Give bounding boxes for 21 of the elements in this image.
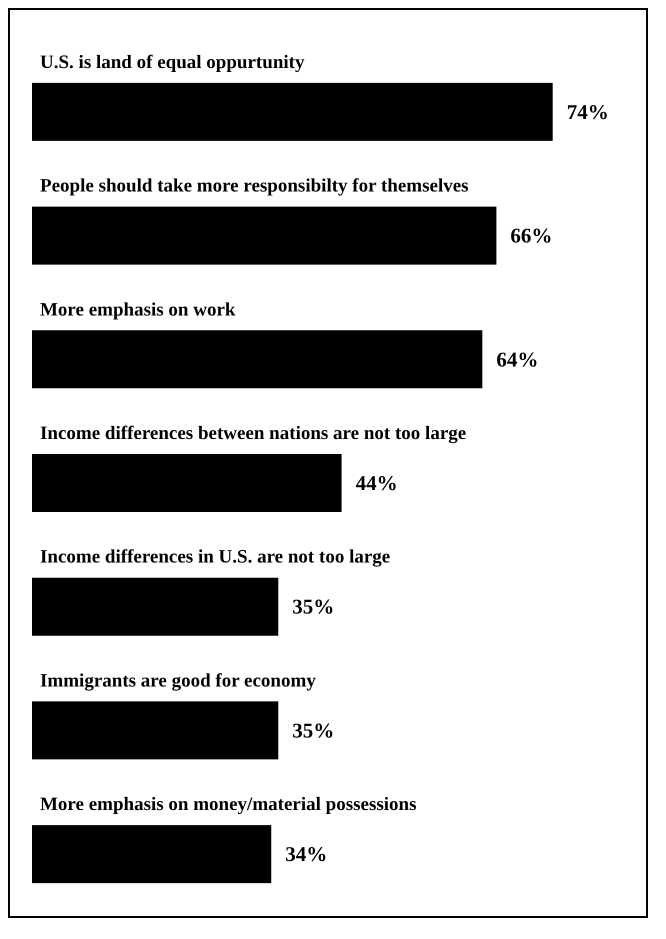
bar <box>32 701 278 760</box>
data-label: 66% <box>510 224 552 248</box>
bar <box>32 578 278 636</box>
bar <box>32 330 482 388</box>
y-tick-label: People should take more responsibilty for themselves <box>40 176 469 197</box>
data-label: 44% <box>356 471 398 495</box>
y-tick-label: Income differences in U.S. are not too large <box>40 546 390 568</box>
y-tick-label: U.S. is land of equal oppurtunity <box>40 52 305 73</box>
y-tick-label: Immigrants are good for economy <box>40 670 316 692</box>
data-label: 64% <box>496 347 538 372</box>
y-tick-label: More emphasis on work <box>40 299 236 320</box>
data-label: 34% <box>285 842 328 866</box>
data-label: 35% <box>292 718 334 742</box>
data-label: 74% <box>566 100 609 124</box>
bar <box>32 82 553 141</box>
y-tick-label: Income differences between nations are not too large <box>40 423 466 444</box>
bar <box>32 206 496 265</box>
y-tick-label: More emphasis on money/material possessions <box>40 794 416 816</box>
bar <box>32 454 342 512</box>
bar <box>32 825 272 884</box>
data-label: 35% <box>292 594 334 619</box>
